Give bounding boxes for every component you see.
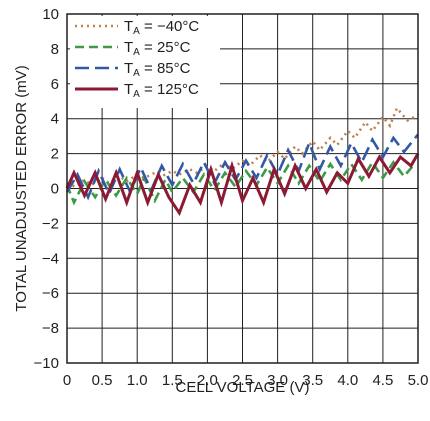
x-tick-label: 0 (63, 372, 71, 389)
x-tick-label: 1.0 (127, 372, 148, 389)
x-tick-label: 4.5 (372, 372, 393, 389)
legend-background (70, 16, 220, 108)
legend-label-1: TA = −40°C (124, 18, 199, 37)
series-line-3 (65, 133, 420, 201)
y-tick-label: 10 (42, 6, 59, 23)
y-tick-label: −10 (34, 355, 59, 372)
x-tick-label: 3.5 (302, 372, 323, 389)
y-tick-label: 2 (51, 146, 59, 163)
y-tick-label: −6 (42, 285, 59, 302)
x-axis-title: CELL VOLTAGE (V) (176, 379, 310, 396)
y-tick-label: −8 (42, 320, 59, 337)
legend: TA = −40°C TA = 25°C TA = 85°C TA = 125°C (75, 18, 199, 100)
y-tick-label: 0 (51, 181, 59, 198)
legend-label-3: TA = 85°C (124, 60, 191, 79)
y-tick-label: −2 (42, 215, 59, 232)
y-axis-title: TOTAL UNADJUSTED ERROR (mV) (13, 65, 30, 311)
plot-frame (66, 13, 419, 364)
tick-labels: 0 0.5 1.0 1.5 2.0 2.5 3.0 3.5 4.0 4.5 5.0 10 8 6 4 2 0 −2… (34, 6, 429, 389)
legend-label-2: TA = 25°C (124, 39, 191, 58)
legend-label-4: TA = 125°C (124, 81, 199, 100)
y-tick-label: −4 (42, 250, 59, 267)
x-tick-label: 2.5 (232, 372, 253, 389)
x-tick-label: 3.0 (267, 372, 288, 389)
x-tick-label: 0.5 (92, 372, 113, 389)
x-tick-label: 1.5 (162, 372, 183, 389)
x-tick-label: 2.0 (197, 372, 218, 389)
series-line-1 (66, 105, 419, 189)
x-tick-label: 5.0 (408, 372, 429, 389)
series-line-4 (65, 152, 420, 217)
x-tick-label: 4.0 (337, 372, 358, 389)
y-tick-label: 4 (51, 111, 59, 128)
y-tick-label: 8 (51, 41, 59, 58)
series-layer (65, 105, 420, 217)
y-tick-label: 6 (51, 76, 59, 93)
